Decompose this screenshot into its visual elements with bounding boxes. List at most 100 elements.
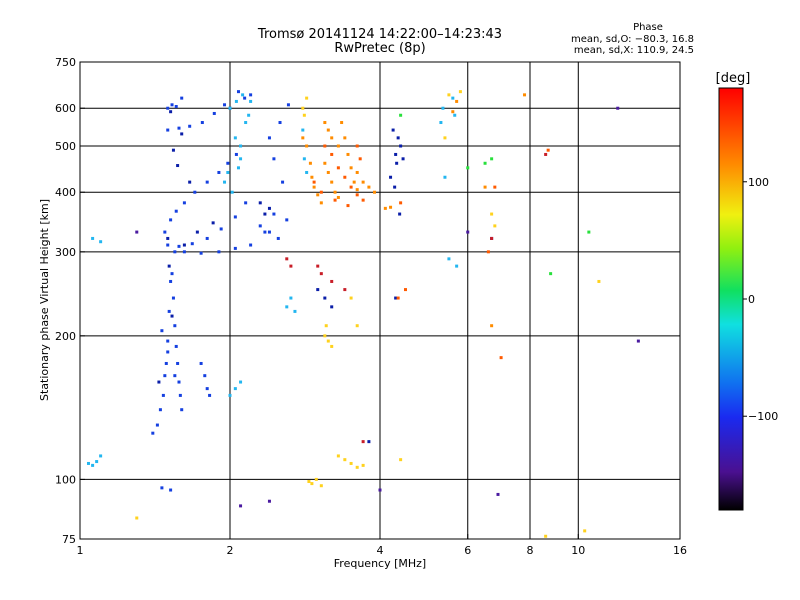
data-point [182,250,186,254]
data-point [164,361,168,365]
data-point [466,230,470,234]
data-point [163,374,167,378]
data-point [319,190,323,194]
data-point [343,458,347,462]
data-point [203,374,207,378]
data-point [389,175,393,179]
data-point [393,185,397,189]
data-point [239,144,243,148]
data-point [305,144,309,148]
data-point [490,236,494,240]
data-point [234,99,238,103]
data-point [326,128,330,132]
data-point [330,305,334,309]
data-point [346,204,350,208]
data-point [188,180,192,184]
phase-mean-o: mean, sd,O: −80.3, 16.8 [571,34,694,45]
data-point [378,488,382,492]
data-point [267,230,271,234]
data-point [180,96,184,100]
x-tick-label: 6 [464,544,471,557]
data-point [319,484,323,488]
y-tick-label: 400 [55,186,76,199]
data-point [496,492,500,496]
data-point [272,212,276,216]
data-point [636,339,640,343]
data-point [239,157,243,161]
chart-title: Tromsø 20141124 14:22:00–14:23:43 [257,27,502,42]
data-point [323,121,327,125]
data-point [441,106,445,110]
data-point [176,361,180,365]
data-point [398,212,402,216]
data-point [330,152,334,156]
x-tick-label: 2 [227,544,234,557]
data-point [200,121,204,125]
data-point [193,190,197,194]
data-point [212,111,216,115]
colorbar-scale [718,87,744,511]
data-point [367,440,371,444]
data-point [190,242,194,246]
data-point [236,90,240,94]
data-point [396,136,400,140]
data-point [326,170,330,174]
data-point [160,486,164,490]
data-point [263,212,267,216]
data-point [173,250,177,254]
data-point [158,408,162,412]
data-point [401,157,405,161]
data-point [330,180,334,184]
data-point [233,136,237,140]
data-point [169,218,173,222]
data-point [151,431,155,435]
data-point [170,272,174,276]
data-point [233,387,237,391]
data-point [176,164,180,168]
data-point [239,380,243,384]
data-point [373,190,377,194]
data-point [226,161,230,165]
data-point [166,236,170,240]
data-point [166,128,170,132]
data-point [361,180,365,184]
data-point [523,93,527,97]
data-point [616,106,620,110]
data-point [301,128,305,132]
x-tick-label: 16 [673,544,687,557]
data-point [177,244,181,248]
y-tick-label: 100 [55,473,76,486]
data-point [219,227,223,231]
data-point [166,350,170,354]
data-point [333,190,337,194]
data-point [486,250,490,254]
data-point [336,454,340,458]
y-tick-label: 75 [62,533,76,546]
x-tick-label: 10 [571,544,585,557]
data-point [352,180,356,184]
data-point [343,136,347,140]
data-point [336,144,340,148]
data-point [340,121,344,125]
data-point [173,374,177,378]
data-point [490,157,494,161]
data-point [453,113,457,117]
data-point [234,152,238,156]
data-point [223,180,227,184]
data-point [86,461,90,465]
data-point [333,198,337,202]
data-point [490,324,494,328]
data-point [239,504,243,508]
data-point [91,236,95,240]
grid-lines [80,62,680,539]
colorbar-tick-label: 100 [748,176,769,189]
data-point [466,166,470,170]
data-point [169,279,173,283]
data-point [208,393,212,397]
data-point [349,461,353,465]
data-point [91,463,95,467]
colorbar-unit: [deg] [716,71,751,86]
data-point [247,113,251,117]
data-point [443,136,447,140]
data-point [546,148,550,152]
